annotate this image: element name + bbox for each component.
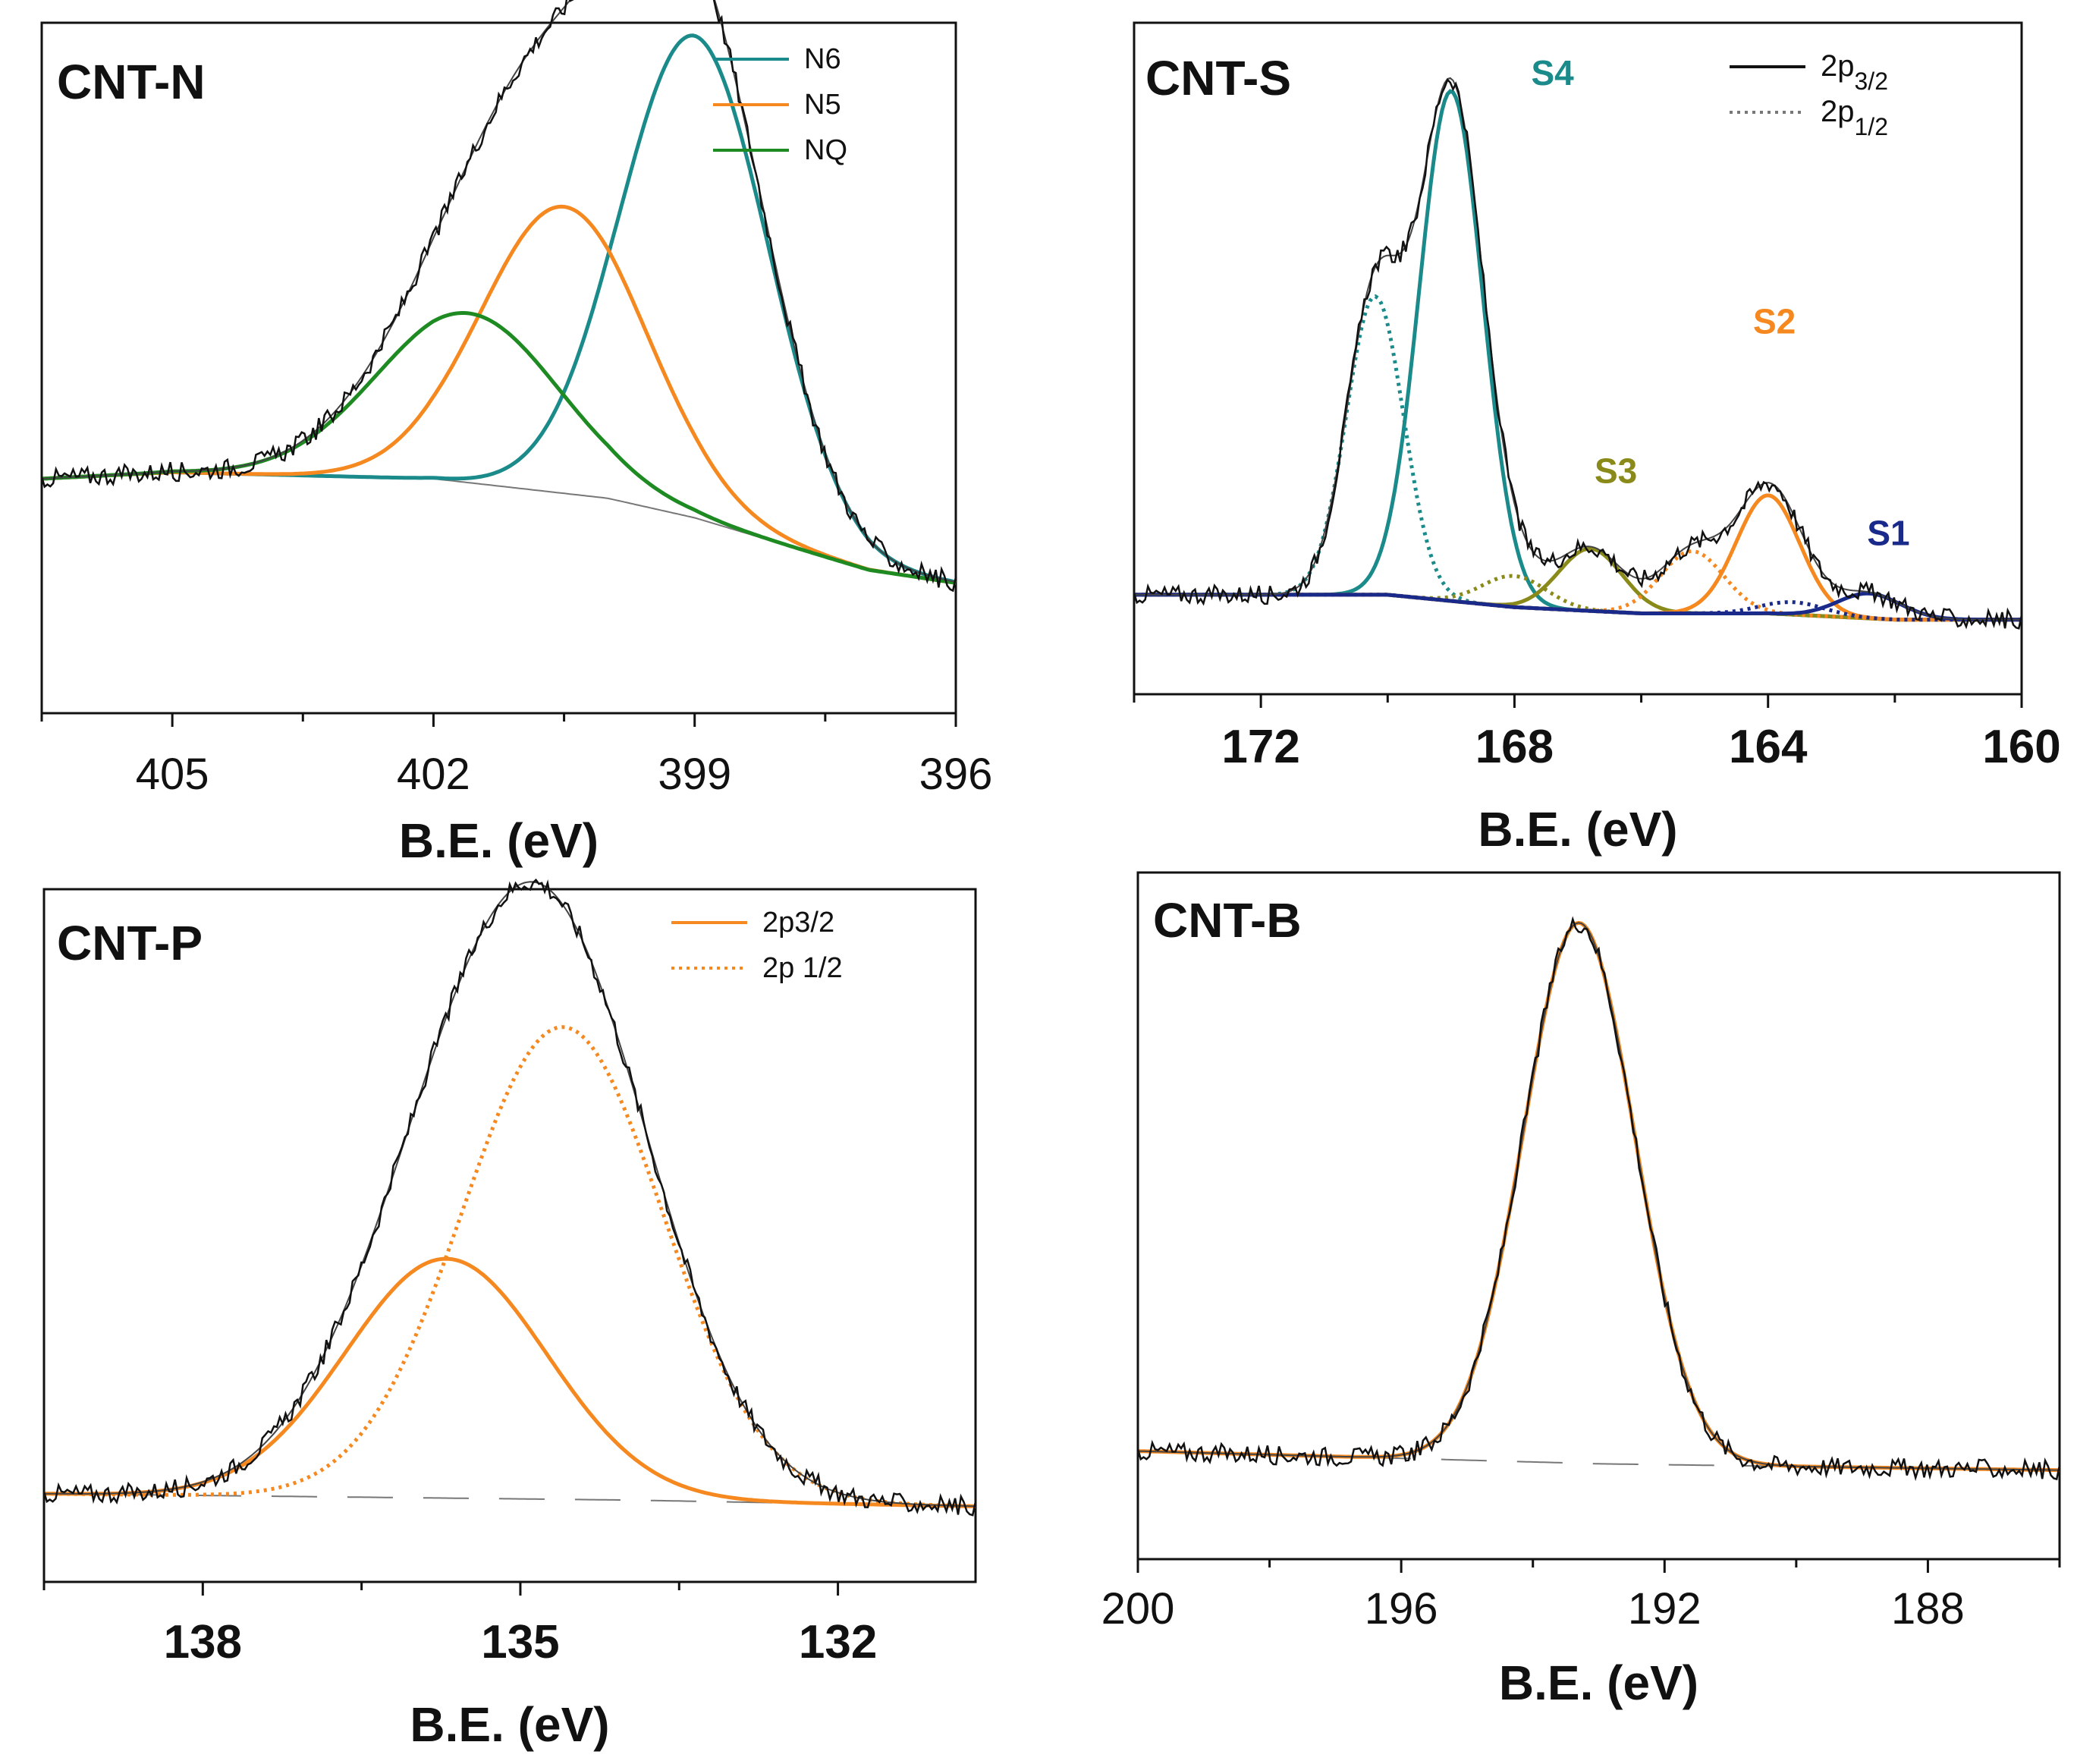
legend-entry-subscript: 1/2	[1855, 113, 1888, 140]
experimental-data-line	[1133, 77, 2023, 630]
chart-title: CNT-N	[57, 55, 206, 109]
plot-frame	[40, 21, 957, 715]
x-tick-label: 402	[397, 750, 470, 799]
x-axis-label: B.E. (eV)	[1499, 1656, 1698, 1710]
x-tick-label: 135	[481, 1616, 559, 1668]
plot-frame	[1136, 871, 2061, 1561]
legend-entry: N6	[804, 43, 841, 75]
panel-cnt-b: 200 196 192 188 B.E. (eV) CNT-B	[1101, 871, 2061, 1710]
legend-entry-subscript: 3/2	[1855, 68, 1888, 95]
x-axis-label: B.E. (eV)	[399, 813, 599, 868]
x-tick-label: 168	[1475, 721, 1554, 773]
peak-label-s2: S2	[1753, 302, 1796, 341]
legend-entry: NQ	[804, 134, 847, 166]
legend-entry: N5	[804, 89, 841, 121]
x-tick-label: 196	[1365, 1584, 1438, 1634]
experimental-data-line	[40, 0, 957, 593]
chart-title: CNT-S	[1145, 51, 1291, 105]
x-tick-label: 399	[658, 750, 731, 799]
chart-legend: N6 N5 NQ	[713, 43, 847, 166]
x-axis-label: B.E. (eV)	[1478, 802, 1677, 857]
x-tick-label: 405	[136, 750, 209, 799]
experimental-data-line	[1136, 916, 2061, 1482]
peak-label-s1: S1	[1867, 513, 1909, 552]
chart-title: CNT-P	[57, 916, 203, 970]
legend-entry: 2p3/2	[762, 907, 834, 939]
panel-cnt-n: 405 402 399 396 B.E. (eV) CNT-N N6 N5 NQ	[40, 0, 993, 868]
x-tick-label: 160	[1982, 721, 2060, 773]
x-axis-label: B.E. (eV)	[410, 1697, 609, 1752]
legend-entry: 2p 1/2	[762, 952, 843, 984]
x-tick-label: 164	[1729, 721, 1808, 773]
chart-title: CNT-B	[1153, 893, 1302, 948]
x-tick-label: 200	[1101, 1584, 1175, 1634]
plot-frame	[1133, 21, 2023, 696]
x-tick-label: 192	[1628, 1584, 1702, 1634]
panel-cnt-p: 138 135 132 B.E. (eV) CNT-P 2p3/2 2p 1/2	[42, 878, 977, 1752]
experimental-data-line	[42, 878, 977, 1517]
x-tick-label: 396	[919, 750, 993, 799]
x-tick-label: 188	[1891, 1584, 1965, 1634]
peak-label-s3: S3	[1595, 451, 1637, 490]
x-tick-label: 172	[1221, 721, 1299, 773]
x-tick-label: 132	[799, 1616, 877, 1668]
peak-label-s4: S4	[1531, 53, 1574, 93]
x-tick-label: 138	[164, 1616, 242, 1668]
chart-legend: 2p3/2 2p 1/2	[671, 907, 843, 984]
